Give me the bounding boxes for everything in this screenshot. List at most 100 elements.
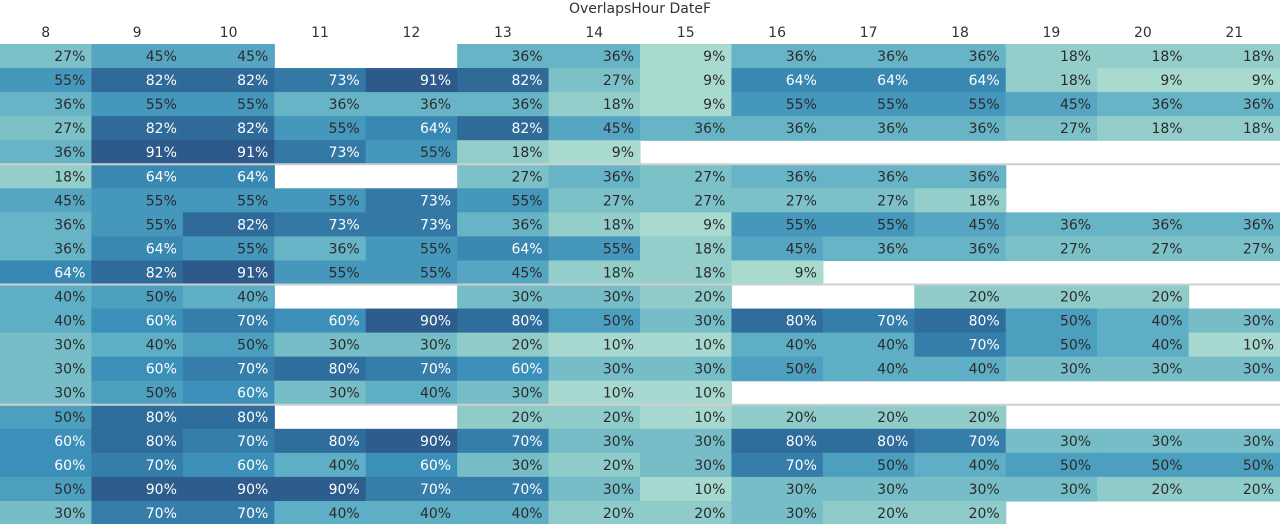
cell-value-label: 45% — [237, 49, 268, 65]
cell-value-label: 30% — [329, 338, 360, 354]
cell-value-label: 27% — [511, 169, 542, 185]
cell-value-label: 82% — [146, 73, 177, 89]
heatmap-cell — [182, 116, 275, 141]
cell-value-label: 36% — [877, 169, 908, 185]
heatmap-cell — [640, 356, 733, 382]
heatmap-cell — [640, 380, 733, 406]
heatmap-cell — [640, 404, 733, 430]
cell-value-label: 82% — [237, 121, 268, 137]
cell-value-label: 82% — [511, 73, 542, 89]
heatmap-cell — [457, 308, 550, 334]
heatmap-cell — [914, 164, 1007, 189]
heatmap-cell — [457, 140, 550, 165]
cell-value-label: 70% — [146, 458, 177, 474]
heatmap-cell — [640, 92, 733, 117]
heatmap-cell — [731, 164, 824, 189]
cell-value-label: 27% — [603, 73, 634, 89]
cell-value-label: 20% — [969, 506, 1000, 522]
heatmap-cell — [182, 260, 275, 286]
heatmap-cell — [731, 428, 824, 454]
heatmap-cell — [822, 212, 915, 237]
heatmap-cell — [91, 404, 184, 430]
heatmap-cell — [182, 452, 275, 478]
heatmap-cell — [548, 380, 641, 406]
heatmap-cell — [548, 44, 641, 69]
cell-value-label: 64% — [237, 169, 268, 185]
heatmap-cell — [182, 68, 275, 93]
heatmap-cell — [365, 428, 458, 454]
heatmap-cell — [548, 332, 641, 358]
heatmap-cell — [914, 308, 1007, 334]
cell-value-label: 27% — [54, 49, 85, 65]
column-label-21: 21 — [1225, 25, 1243, 41]
cell-value-label: 18% — [54, 169, 85, 185]
heatmap-cell — [914, 116, 1007, 141]
heatmap-cell — [457, 116, 550, 141]
heatmap-cell — [365, 356, 458, 382]
heatmap-cell — [731, 404, 824, 430]
heatmap-cell — [182, 92, 275, 117]
column-label-16: 16 — [768, 25, 786, 41]
cell-value-label: 55% — [877, 217, 908, 233]
heatmap-cell — [1097, 428, 1190, 454]
cell-value-label: 10% — [694, 338, 725, 354]
heatmap-cell — [548, 260, 641, 286]
heatmap-cell — [0, 260, 93, 286]
heatmap-cell — [822, 428, 915, 454]
cell-value-label: 36% — [786, 49, 817, 65]
cell-value-label: 36% — [969, 49, 1000, 65]
cell-value-label: 80% — [786, 434, 817, 450]
heatmap-cell — [731, 260, 824, 286]
cell-value-label: 27% — [1243, 241, 1274, 257]
heatmap-cell — [182, 284, 275, 310]
heatmap-cell — [914, 476, 1007, 502]
cell-value-label: 70% — [420, 362, 451, 378]
heatmap-cell — [548, 428, 641, 454]
heatmap-cell — [182, 380, 275, 406]
cell-value-label: 30% — [694, 362, 725, 378]
heatmap-cell — [822, 452, 915, 478]
cell-value-label: 36% — [969, 241, 1000, 257]
heatmap-cell — [274, 308, 367, 334]
heatmap-cell — [274, 500, 367, 524]
cell-value-label: 82% — [237, 73, 268, 89]
heatmap-cell — [1005, 332, 1098, 358]
column-label-20: 20 — [1134, 25, 1152, 41]
heatmap-cell — [274, 140, 367, 165]
cell-value-label: 30% — [694, 434, 725, 450]
cell-value-label: 20% — [969, 290, 1000, 306]
cell-value-label: 91% — [146, 145, 177, 161]
heatmap-cell — [274, 188, 367, 213]
heatmap-cell — [274, 476, 367, 502]
cell-value-label: 9% — [703, 73, 725, 89]
heatmap-cell — [1188, 332, 1280, 358]
heatmap-cell — [457, 332, 550, 358]
cell-value-label: 50% — [877, 458, 908, 474]
heatmap-cell — [640, 500, 733, 524]
cell-value-label: 55% — [329, 193, 360, 209]
cell-value-label: 50% — [146, 290, 177, 306]
heatmap-cell — [365, 260, 458, 286]
cell-value-label: 9% — [795, 266, 817, 282]
cell-value-label: 64% — [877, 73, 908, 89]
cell-value-label: 45% — [1060, 97, 1091, 113]
cell-value-label: 80% — [146, 434, 177, 450]
cell-value-label: 18% — [603, 217, 634, 233]
heatmap-cell — [1097, 116, 1190, 141]
heatmap-cell — [914, 236, 1007, 262]
cell-value-label: 80% — [511, 314, 542, 330]
heatmap-cell — [182, 404, 275, 430]
cell-value-label: 36% — [54, 217, 85, 233]
cell-value-label: 36% — [694, 121, 725, 137]
cell-value-label: 30% — [1243, 314, 1274, 330]
cell-value-label: 40% — [786, 338, 817, 354]
cell-value-label: 20% — [969, 410, 1000, 426]
heatmap-cell — [548, 356, 641, 382]
heatmap-cell — [0, 428, 93, 454]
heatmap-cell — [822, 188, 915, 213]
heatmap-cell — [457, 428, 550, 454]
heatmap-cell — [1005, 284, 1098, 310]
heatmap-cell — [822, 332, 915, 358]
heatmap-cell — [365, 212, 458, 237]
cell-value-label: 55% — [420, 241, 451, 257]
